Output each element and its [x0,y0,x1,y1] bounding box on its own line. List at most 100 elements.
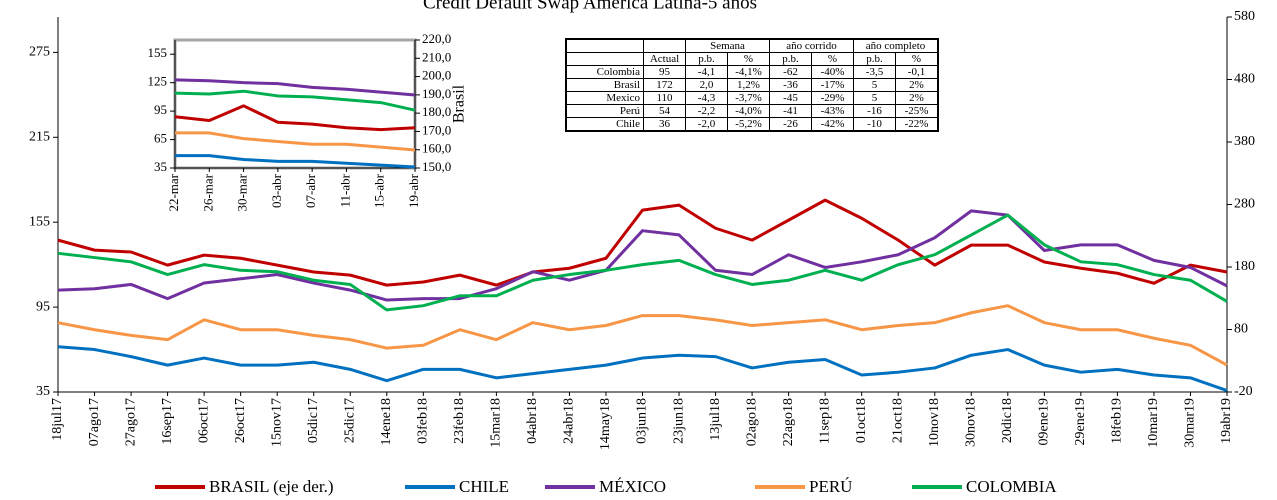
table-cell: -4,3 [685,91,728,105]
table-cell: -17% [811,78,854,92]
legend-label: COLOMBIA [966,477,1057,496]
series-line [175,154,416,169]
x-tick-label: 27ago17 [123,398,138,446]
y-tick-label: 215 [29,130,50,145]
x-tick-label: 18feb19 [1110,398,1125,444]
table-row: Brasil 172 2,0 1,2% -36 -17% 5 2% [565,78,939,92]
table-cell: Semana [685,38,770,53]
x-tick-label: 01oct18 [854,398,869,443]
table-cell: Colombia [565,65,644,79]
table-cell: -2,2 [685,104,728,118]
table-cell: 2% [895,91,939,105]
plot-frame [173,38,417,170]
x-tick-label: 03jun18 [635,398,650,444]
y2-tick-label: 190,0 [422,86,451,101]
x-tick-label: 07ago17 [87,398,102,446]
table-cell: 172 [643,78,686,92]
x-tick-label: 11-abr [337,173,352,207]
y-tick-label: 65 [154,131,167,146]
table-cell: año completo [853,38,939,53]
series-line [57,345,1228,393]
table-cell: 54 [643,104,686,118]
legend-label: MÉXICO [599,477,666,496]
x-tick-label: 07-abr [303,173,318,208]
x-tick-label: 03-abr [269,173,284,208]
table-cell: 1,2% [727,78,770,92]
y2-tick-label: 160,0 [422,141,451,156]
y2-tick-label: 380 [1234,134,1255,149]
x-tick-label: 04abr18 [525,398,540,444]
y2-tick-label: 200,0 [422,68,451,83]
table-row: Colombia 95 -4,1 -4,1% -62 -40% -3,5 -0,1 [565,65,939,79]
table-cell: 5 [853,91,896,105]
x-tick-label: 16sep17 [160,398,175,445]
y2-tick-label: 170,0 [422,122,451,137]
table-cell: p.b. [853,52,896,66]
y2-tick-label: 280 [1234,197,1255,212]
table-cell: 5 [853,78,896,92]
x-tick-label: 21oct18 [890,398,905,443]
table-cell: -16 [853,104,896,118]
table-cell: -10 [853,117,896,132]
x-tick-label: 26-mar [200,173,215,211]
table-cell: 2% [895,78,939,92]
table-cell: p.b. [769,52,812,66]
x-tick-label: 30mar19 [1183,398,1198,448]
series-line [57,213,1228,312]
x-tick-label: 22ago18 [781,398,796,446]
y2-tick-label: 180 [1234,259,1255,274]
x-tick-label: 30nov18 [964,398,979,447]
table-row: Semana año corrido año completo [565,38,939,53]
table-row: Chile 36 -2,0 -5,2% -26 -42% -10 -22% [565,117,939,132]
table-cell: -40% [811,65,854,79]
table-cell: -4,1 [685,65,728,79]
table-cell: Brasil [565,78,644,92]
series-line [175,131,416,152]
x-tick-label: 10mar19 [1146,398,1161,448]
table-cell: -36 [769,78,812,92]
table-cell: -5,2% [727,117,770,132]
table-cell: Perú [565,104,644,118]
table-cell: -45 [769,91,812,105]
y2-tick-label: 210,0 [422,49,451,64]
table-row: Perú 54 -2,2 -4,0% -41 -43% -16 -25% [565,104,939,118]
table-cell: -3,7% [727,91,770,105]
x-tick-label: 10nov18 [927,398,942,447]
y-tick-label: 155 [29,214,50,229]
x-tick-label: 03feb18 [416,398,431,444]
y2-tick-label: 220,0 [422,31,451,46]
table-cell: -2,0 [685,117,728,132]
y-tick-label: 125 [148,74,168,89]
x-tick-label: 13jul18 [708,398,723,441]
table-cell: 36 [643,117,686,132]
x-tick-label: 22-mar [166,173,181,211]
x-tick-label: 15nov17 [269,398,284,447]
table-row: Mexico 110 -4,3 -3,7% -45 -29% 5 2% [565,91,939,105]
table-cell: 95 [643,65,686,79]
x-tick-label: 29ene19 [1073,398,1088,445]
x-tick-label: 25dic17 [342,398,357,443]
table-cell: Actual [643,52,686,66]
series-line [174,78,416,97]
legend-label: PERÚ [809,477,852,496]
table-cell: -41 [769,104,812,118]
x-tick-label: 15mar18 [489,398,504,448]
table-cell: 110 [643,91,686,105]
y-tick-label: 35 [154,159,167,174]
x-tick-label: 15-abr [372,173,387,208]
series-line [174,104,416,132]
table-cell: -42% [811,117,854,132]
table-cell: -29% [811,91,854,105]
x-tick-label: 09ene19 [1037,398,1052,445]
summary-table: Semana año corrido año completo Actual p.b.%… [565,38,939,132]
x-tick-label: 11sep18 [817,398,832,444]
table-cell: -4,1% [727,65,770,79]
table-cell [565,52,644,66]
y2-tick-label: 80 [1234,322,1248,337]
x-tick-label: 14may18 [598,398,613,450]
y2-tick-label: 150,0 [422,159,451,174]
table-cell: 2,0 [685,78,728,92]
series-line [57,198,1228,287]
y-tick-label: 95 [154,102,167,117]
